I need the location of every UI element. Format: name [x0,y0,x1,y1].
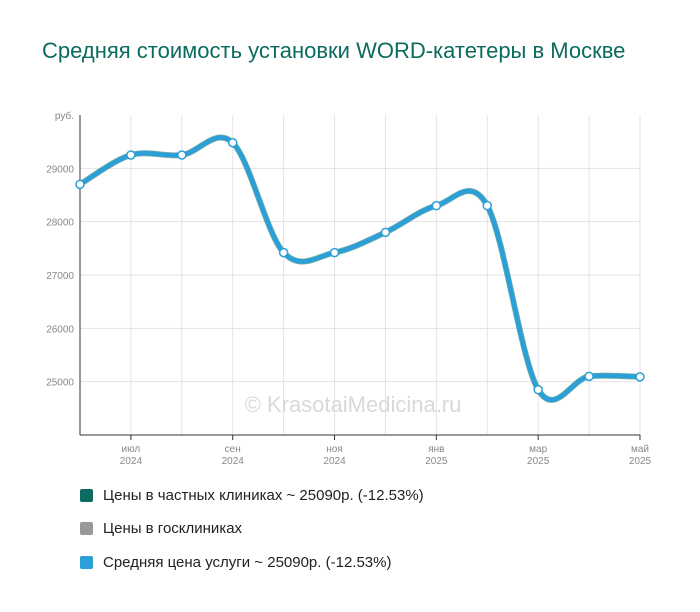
series-line-average [77,135,643,402]
x-tick-label-year: 2024 [120,456,143,467]
legend-label-average: Средняя цена услуги ~ 25090р. (-12.53%) [103,553,392,571]
legend-item-private[interactable]: Цены в частных клиниках ~ 25090р. (-12.5… [80,486,424,504]
series-layer [77,134,643,403]
legend-swatch-private [80,488,93,502]
legend: Цены в частных клиниках ~ 25090р. (-12.5… [80,486,424,587]
x-tick-label-year: 2025 [527,456,550,467]
y-axis-unit-label: руб. [55,110,74,122]
y-tick-label: 26000 [46,324,74,335]
x-tick-label-month: май [631,444,649,455]
data-point[interactable] [635,372,645,382]
x-tick-label-year: 2024 [222,456,245,467]
data-point[interactable] [533,384,543,395]
y-tick-label: 29000 [46,164,74,175]
legend-item-public[interactable]: Цены в госклиниках [80,520,424,538]
legend-label-public: Цены в госклиниках [103,520,243,537]
data-point[interactable] [329,247,340,258]
data-point[interactable] [431,200,442,211]
data-point[interactable] [584,371,594,382]
data-points [75,137,645,395]
legend-swatch-public [80,522,93,535]
watermark: © KrasotaiMedicina.ru [245,392,462,417]
x-tick-label-month: июл [122,444,141,455]
x-tick-label-year: 2024 [323,456,346,467]
x-axis-ticks: июл2024сен2024ноя2024янв2025мар2025май20… [120,435,652,467]
axes [79,115,640,436]
legend-label-private: Цены в частных клиниках ~ 25090р. (-12.5… [103,486,424,504]
y-tick-label: 27000 [46,271,74,282]
y-axis-ticks: 25000 26000 27000 28000 29000 руб. [46,110,74,389]
data-point[interactable] [278,247,289,258]
y-tick-label: 28000 [46,218,74,229]
legend-swatch-average [80,555,93,569]
x-tick-label-year: 2025 [629,456,652,467]
data-point[interactable] [177,150,187,160]
data-point[interactable] [482,200,493,211]
x-tick-label-month: мар [529,444,547,455]
x-tick-label-month: янв [428,444,444,455]
data-point[interactable] [227,137,238,148]
data-point[interactable] [380,227,391,238]
x-tick-label-month: сен [225,444,241,455]
legend-item-average[interactable]: Средняя цена услуги ~ 25090р. (-12.53%) [80,553,424,571]
chart-title: Средняя стоимость установки WORD-катетер… [42,38,626,63]
y-tick-label: 25000 [46,378,74,389]
x-tick-label-month: ноя [326,444,343,455]
x-tick-label-year: 2025 [425,456,448,467]
series-line-private [77,134,643,403]
data-point[interactable] [126,150,136,160]
horizontal-gridlines [80,167,640,383]
data-point[interactable] [75,179,85,190]
